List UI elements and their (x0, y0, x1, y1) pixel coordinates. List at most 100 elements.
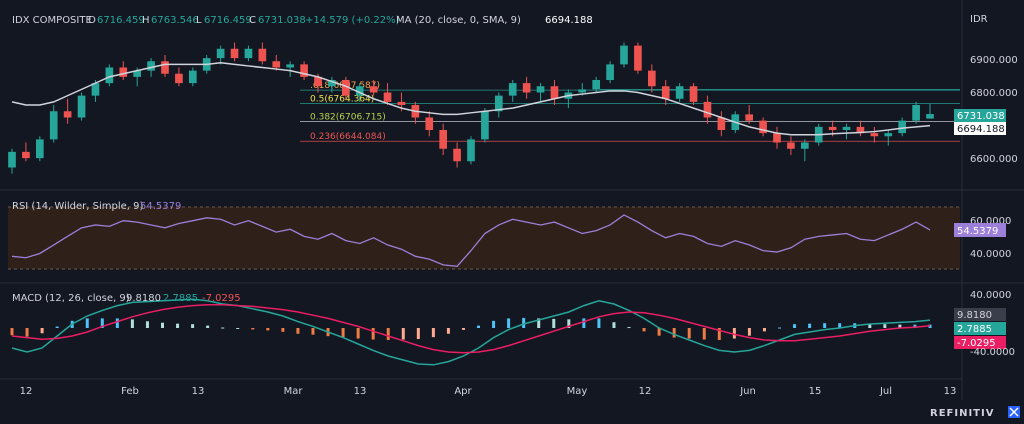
candle-body[interactable] (286, 64, 295, 68)
candle-body[interactable] (522, 83, 531, 93)
candle-body[interactable] (926, 114, 934, 119)
candle-body[interactable] (105, 67, 114, 84)
candle-body[interactable] (536, 86, 545, 93)
candle-body[interactable] (703, 101, 712, 118)
candle-body[interactable] (884, 133, 893, 137)
macd-hist-bar (281, 328, 285, 332)
macd-hist-bar (160, 322, 164, 328)
candle-body[interactable] (856, 126, 865, 134)
candle-body[interactable] (35, 139, 44, 159)
candle-body[interactable] (258, 48, 267, 62)
candle-body[interactable] (216, 48, 225, 59)
macd-badge-v3-text: -7.0295 (957, 338, 996, 349)
candle-body[interactable] (133, 70, 142, 77)
candle-body[interactable] (383, 92, 392, 102)
candle-body[interactable] (675, 86, 684, 99)
macd-badge-v1-text: 9.8180 (957, 310, 992, 321)
candle-body[interactable] (494, 95, 503, 112)
time-tick-label: Jun (739, 386, 756, 397)
candle-body[interactable] (578, 89, 587, 93)
candle-body[interactable] (787, 142, 795, 149)
candle-body[interactable] (230, 48, 239, 59)
candle-body[interactable] (870, 133, 879, 137)
candle-body[interactable] (147, 61, 155, 71)
time-tick-label: Jul (879, 386, 892, 397)
time-tick-label: 15 (809, 386, 822, 397)
fib-label-3: 0.236(6644.084) (310, 132, 386, 142)
macd-legend-v1: 9.8180 (126, 293, 161, 304)
macd-tick-40: 40.0000 (970, 290, 1011, 301)
candle-body[interactable] (369, 86, 378, 93)
candle-body[interactable] (606, 64, 614, 80)
candle-body[interactable] (91, 83, 100, 96)
price-tick-6800: 6800.000 (970, 88, 1018, 99)
candle-body[interactable] (828, 126, 837, 130)
brand-logo-mark (1009, 407, 1019, 417)
macd-badge-v3 (954, 336, 1006, 349)
candle-body[interactable] (467, 139, 475, 162)
candle-body[interactable] (49, 111, 58, 140)
candle-body[interactable] (63, 111, 72, 118)
ohlc-open-prefix: O (88, 15, 96, 26)
candle-body[interactable] (550, 86, 559, 99)
candle-body[interactable] (272, 61, 281, 68)
currency-label: IDR (970, 14, 988, 25)
candle-body[interactable] (119, 67, 128, 77)
macd-hist-bar (778, 327, 782, 329)
candle-body[interactable] (425, 117, 434, 131)
ma-legend-label: MA (20, close, 0, SMA, 9) (396, 15, 521, 26)
candle-body[interactable] (8, 151, 16, 168)
candle-body[interactable] (175, 73, 183, 84)
candle-body[interactable] (508, 83, 517, 96)
candle-body[interactable] (77, 95, 86, 118)
candle-body[interactable] (717, 117, 726, 131)
candle-body[interactable] (773, 133, 781, 143)
candle-body[interactable] (661, 86, 670, 99)
candle-body[interactable] (397, 101, 406, 105)
candle-body[interactable] (620, 45, 628, 65)
candle-body[interactable] (314, 76, 322, 87)
ma-price-badge (954, 122, 1006, 135)
candle-body[interactable] (161, 61, 169, 74)
candle-body[interactable] (634, 45, 642, 71)
macd-legend-v2: 2.7885 (163, 293, 198, 304)
candle-body[interactable] (300, 64, 308, 77)
candle-body[interactable] (592, 80, 601, 90)
candle-body[interactable] (453, 148, 461, 162)
time-scale[interactable]: 12 Feb 13 Mar 13 Apr May 12 Jun 15 Jul 13 (20, 386, 957, 397)
candle-body[interactable] (244, 48, 253, 59)
macd-hist-bar (206, 325, 210, 328)
candle-body[interactable] (689, 86, 698, 102)
candle-body[interactable] (898, 120, 907, 134)
candle-body[interactable] (22, 151, 30, 159)
macd-hist-bar (221, 327, 225, 329)
candle-body[interactable] (745, 114, 754, 121)
candle-body[interactable] (328, 80, 336, 87)
candle-body[interactable] (759, 120, 767, 134)
candle-body[interactable] (341, 80, 350, 96)
candle-body[interactable] (912, 105, 920, 121)
macd-hist-bar (115, 318, 119, 328)
ohlc-open: 6716.459 (97, 15, 145, 26)
macd-hist-bar (868, 323, 872, 328)
macd-hist-bar (597, 318, 601, 328)
rsi-legend-value: 54.5379 (140, 201, 181, 212)
macd-hist-bar (446, 328, 450, 334)
macd-hist-bar (311, 328, 315, 335)
candles[interactable] (8, 42, 934, 174)
candle-body[interactable] (355, 86, 364, 96)
time-tick-label: Feb (121, 386, 139, 397)
macd-hist-bar (130, 319, 134, 328)
candle-body[interactable] (842, 126, 851, 130)
candle-body[interactable] (800, 142, 809, 149)
candle-body[interactable] (188, 70, 197, 84)
ohlc-low: 6716.459 (204, 15, 252, 26)
macd-hist-bar (567, 319, 571, 328)
candle-body[interactable] (481, 111, 489, 140)
macd-hist-bar (898, 324, 902, 328)
time-tick-label: 12 (20, 386, 33, 397)
ma-line (11, 62, 931, 136)
candle-body[interactable] (439, 130, 448, 149)
candle-body[interactable] (647, 70, 656, 87)
